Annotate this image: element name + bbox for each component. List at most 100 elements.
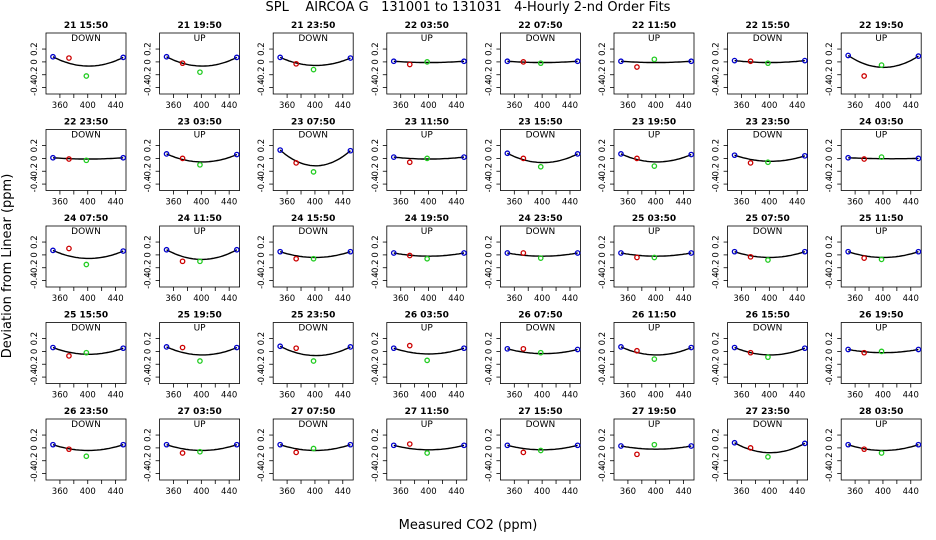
panel-frame: [45, 32, 127, 95]
x-tick-label: 360: [279, 101, 295, 111]
x-tick-label: 360: [620, 487, 636, 497]
x-tick-label: 440: [221, 487, 237, 497]
panel-title: 23 19:50: [632, 118, 676, 128]
panel-mode: UP: [875, 34, 888, 44]
data-point: [731, 152, 738, 159]
x-tick-label: 400: [193, 487, 209, 497]
panel-mode: DOWN: [526, 131, 556, 141]
panel-frame: [613, 225, 695, 288]
data-point: [83, 349, 90, 356]
y-tick-label: -0.2: [371, 452, 381, 469]
data-point: [406, 159, 413, 166]
panel-title: 23 11:50: [405, 118, 449, 128]
y-tick-label: -0.4: [257, 465, 267, 482]
x-tick-label: 400: [648, 487, 664, 497]
fit-curve: [393, 252, 465, 257]
data-point: [574, 346, 581, 353]
data-point: [310, 358, 317, 364]
y-tick-label: 0.2: [30, 428, 40, 442]
panel-mode: DOWN: [298, 34, 328, 44]
data-point: [347, 344, 354, 350]
data-point: [618, 250, 624, 256]
x-tick-label: 360: [506, 391, 522, 401]
x-tick-label: 360: [393, 487, 409, 497]
data-point: [731, 248, 738, 255]
y-tick-label: 0: [30, 252, 40, 257]
y-tick-label: 0: [825, 156, 835, 161]
panel-frame: [499, 322, 581, 384]
x-tick-label: 440: [107, 391, 123, 401]
y-tick-label: 0: [484, 349, 494, 354]
x-tick-label: 360: [393, 294, 409, 304]
panel-mode: UP: [421, 34, 434, 44]
x-tick-label: 400: [307, 198, 323, 208]
data-point: [461, 345, 467, 352]
data-point: [504, 442, 511, 449]
panel-title: 24 03:50: [859, 118, 903, 128]
data-point: [83, 453, 90, 460]
y-tick-label: -0.4: [144, 176, 154, 193]
panel-frame: [45, 225, 127, 288]
fit-curve: [507, 252, 578, 257]
x-tick-label: 360: [165, 391, 181, 401]
x-tick-label: 360: [279, 391, 295, 401]
data-point: [390, 345, 397, 352]
x-tick-label: 360: [506, 487, 522, 497]
data-point: [277, 441, 284, 448]
fit-curve: [393, 444, 465, 451]
panel: 23 15:50 DOWN -0.4-0.2 0 0.2 360 400 440: [484, 118, 581, 208]
data-point: [390, 250, 397, 256]
panel: 26 19:50 UP -0.4-0.2 0 0.2 360 400 440: [825, 311, 922, 401]
data-point: [120, 248, 127, 254]
x-tick-label: 440: [562, 391, 578, 401]
data-point: [504, 58, 511, 65]
data-point: [179, 450, 186, 456]
y-tick-label: 0.2: [712, 139, 722, 153]
data-point: [504, 150, 511, 157]
y-tick-label: -0.2: [598, 452, 608, 469]
y-tick-label: -0.2: [371, 163, 381, 180]
panel: 27 23:50 DOWN -0.4-0.2 0 0.2 360 400 440: [712, 407, 808, 497]
y-tick-label: 0: [712, 59, 722, 64]
y-tick-label: 0.2: [712, 42, 722, 56]
panel-title: 22 23:50: [64, 118, 108, 128]
y-tick-label: 0.2: [825, 428, 835, 442]
panel-frame: [159, 32, 241, 95]
panel-title: 21 19:50: [177, 21, 221, 31]
panel-mode: UP: [648, 34, 661, 44]
y-tick-label: -0.4: [484, 465, 494, 482]
panel-mode: UP: [421, 324, 434, 334]
x-tick-label: 440: [675, 198, 691, 208]
y-tick-label: 0.2: [257, 428, 267, 442]
y-tick-label: -0.2: [30, 163, 40, 180]
data-point: [233, 54, 240, 61]
x-tick-label: 400: [420, 101, 436, 111]
data-point: [651, 441, 658, 448]
y-tick-label: -0.2: [257, 163, 267, 180]
y-tick-label: -0.4: [712, 176, 722, 193]
data-point: [233, 246, 240, 253]
data-point: [179, 60, 186, 67]
y-tick-label: 0: [144, 252, 154, 257]
x-tick-label: 400: [193, 101, 209, 111]
data-point: [574, 250, 581, 256]
data-point: [537, 447, 544, 454]
panel-mode: UP: [875, 324, 888, 334]
data-point: [731, 344, 738, 351]
data-point: [747, 253, 754, 260]
x-tick-label: 440: [675, 101, 691, 111]
y-tick-label: -0.4: [371, 369, 381, 386]
panel-title: 26 23:50: [64, 407, 108, 417]
panel-title: 26 15:50: [745, 311, 789, 321]
data-point: [520, 449, 527, 456]
data-point: [845, 441, 852, 448]
x-tick-label: 360: [733, 101, 749, 111]
y-tick-label: -0.4: [484, 272, 494, 289]
data-point: [424, 255, 430, 262]
x-tick-label: 440: [675, 294, 691, 304]
data-point: [878, 62, 885, 68]
panel-mode: DOWN: [753, 324, 783, 334]
fit-curve: [279, 56, 351, 67]
panel: 24 23:50 DOWN -0.4-0.2 0 0.2 360 400 440: [484, 214, 581, 304]
fit-curve: [166, 153, 238, 163]
